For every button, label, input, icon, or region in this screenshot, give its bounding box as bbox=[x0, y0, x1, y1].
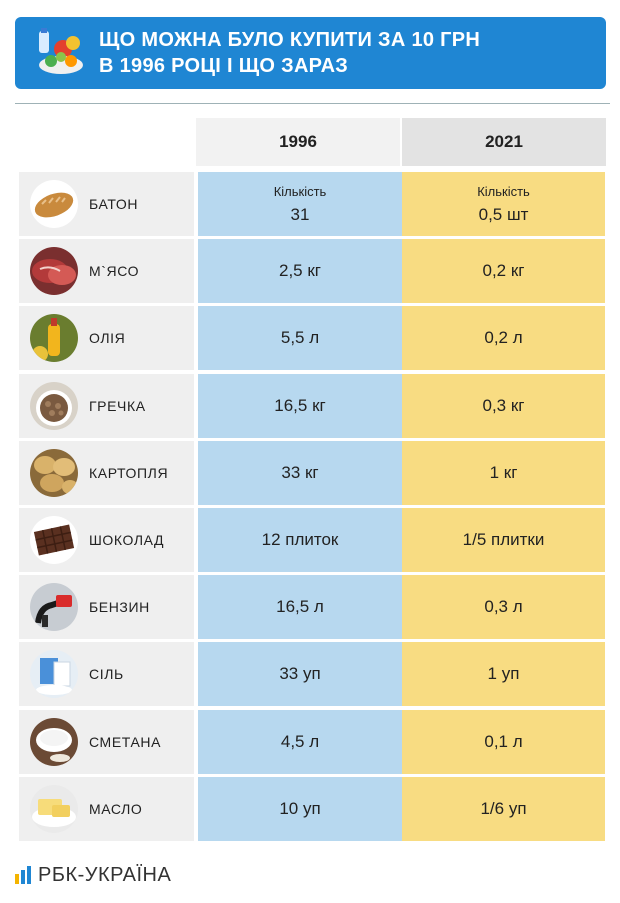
rbc-logo-icon bbox=[15, 866, 31, 884]
quantity-value: 5,5 л bbox=[280, 328, 320, 347]
value-cell-1996: Кількість 31 bbox=[198, 172, 402, 236]
product-cell: ОЛІЯ bbox=[19, 306, 194, 370]
divider bbox=[15, 103, 610, 104]
product-cell: СІЛЬ bbox=[19, 642, 194, 706]
title-line-1: ЩО МОЖНА БУЛО КУПИТИ ЗА 10 ГРН bbox=[99, 29, 481, 51]
product-name: КАРТОПЛЯ bbox=[89, 465, 169, 481]
table-row: ШОКОЛАД 12 плиток 1/5 плитки bbox=[0, 508, 620, 572]
quantity-label: Кількість bbox=[477, 183, 530, 199]
table-row: КАРТОПЛЯ 33 кг 1 кг bbox=[0, 441, 620, 505]
product-name: БАТОН bbox=[89, 196, 139, 212]
table-row: БЕНЗИН 16,5 л 0,3 л bbox=[0, 575, 620, 639]
meat-icon bbox=[30, 247, 78, 295]
table-row: МАСЛО 10 уп 1/6 уп bbox=[0, 777, 620, 841]
value-cell-2021: 1/6 уп bbox=[402, 777, 605, 841]
quantity-value: 12 плиток bbox=[261, 530, 339, 549]
quantity-value: 16,5 л bbox=[276, 597, 324, 616]
product-name: М`ЯСО bbox=[89, 263, 140, 279]
value-cell-2021: 0,2 кг bbox=[402, 239, 605, 303]
bread-icon bbox=[30, 180, 78, 228]
potato-icon bbox=[30, 449, 78, 497]
value-cell-2021: 1/5 плитки bbox=[402, 508, 605, 572]
table-row: СІЛЬ 33 уп 1 уп bbox=[0, 642, 620, 706]
product-name: СМЕТАНА bbox=[89, 734, 162, 750]
quantity-value: 10 уп bbox=[279, 799, 321, 818]
column-header-1996: 1996 bbox=[196, 118, 400, 166]
table-row: ОЛІЯ 5,5 л 0,2 л bbox=[0, 306, 620, 370]
product-cell: ШОКОЛАД bbox=[19, 508, 194, 572]
quantity-value: 1 уп bbox=[487, 664, 520, 683]
table-row: ГРЕЧКА 16,5 кг 0,3 кг bbox=[0, 374, 620, 438]
product-name: ШОКОЛАД bbox=[89, 532, 165, 548]
table-row: БАТОН Кількість 31 Кількість 0,5 шт bbox=[0, 172, 620, 236]
quantity-value: 0,3 кг bbox=[482, 396, 525, 415]
value-cell-1996: 10 уп bbox=[198, 777, 402, 841]
value-cell-2021: 1 уп bbox=[402, 642, 605, 706]
value-cell-1996: 16,5 кг bbox=[198, 374, 402, 438]
fuel-nozzle-icon bbox=[30, 583, 78, 631]
quantity-value: 2,5 кг bbox=[279, 261, 321, 280]
quantity-value: 1/6 уп bbox=[480, 799, 527, 818]
quantity-value: 0,1 л bbox=[484, 732, 523, 751]
product-name: ГРЕЧКА bbox=[89, 398, 146, 414]
value-cell-2021: 0,3 кг bbox=[402, 374, 605, 438]
logo-text: РБК-УКРАЇНА bbox=[38, 863, 172, 886]
title-banner: ЩО МОЖНА БУЛО КУПИТИ ЗА 10 ГРН В 1996 РО… bbox=[15, 17, 606, 89]
product-cell: КАРТОПЛЯ bbox=[19, 441, 194, 505]
value-cell-1996: 5,5 л bbox=[198, 306, 402, 370]
title-line-2: В 1996 РОЦІ І ЩО ЗАРАЗ bbox=[99, 55, 349, 77]
product-cell: СМЕТАНА bbox=[19, 710, 194, 774]
product-cell: ГРЕЧКА bbox=[19, 374, 194, 438]
value-cell-1996: 33 уп bbox=[198, 642, 402, 706]
quantity-value: 0,2 кг bbox=[482, 261, 525, 280]
quantity-value: 16,5 кг bbox=[274, 396, 326, 415]
rbc-logo: РБК-УКРАЇНА bbox=[15, 862, 171, 888]
quantity-label: Кількість bbox=[273, 183, 327, 199]
product-name: МАСЛО bbox=[89, 801, 143, 817]
salt-icon bbox=[30, 650, 78, 698]
product-cell: М`ЯСО bbox=[19, 239, 194, 303]
chocolate-icon bbox=[30, 516, 78, 564]
quantity-value: 31 bbox=[290, 204, 310, 224]
buckwheat-icon bbox=[30, 382, 78, 430]
table-row: СМЕТАНА 4,5 л 0,1 л bbox=[0, 710, 620, 774]
value-cell-1996: 16,5 л bbox=[198, 575, 402, 639]
value-cell-1996: 12 плиток bbox=[198, 508, 402, 572]
quantity-value: 33 уп bbox=[279, 664, 321, 683]
product-cell: БАТОН bbox=[19, 172, 194, 236]
sour-cream-icon bbox=[30, 718, 78, 766]
product-name: БЕНЗИН bbox=[89, 599, 150, 615]
quantity-value: 0,5 шт bbox=[478, 204, 529, 224]
quantity-value: 33 кг bbox=[281, 463, 319, 482]
product-name: СІЛЬ bbox=[89, 666, 124, 682]
value-cell-1996: 4,5 л bbox=[198, 710, 402, 774]
oil-icon bbox=[30, 314, 78, 362]
page-title: ЩО МОЖНА БУЛО КУПИТИ ЗА 10 ГРН В 1996 РО… bbox=[99, 27, 589, 79]
butter-icon bbox=[30, 785, 78, 833]
quantity-value: 1 кг bbox=[489, 463, 518, 482]
product-cell: МАСЛО bbox=[19, 777, 194, 841]
value-cell-2021: Кількість 0,5 шт bbox=[402, 172, 605, 236]
quantity-value: 4,5 л bbox=[280, 732, 320, 751]
column-header-2021: 2021 bbox=[402, 118, 606, 166]
quantity-value: 1/5 плитки bbox=[462, 530, 545, 549]
groceries-icon bbox=[39, 28, 83, 74]
value-cell-1996: 2,5 кг bbox=[198, 239, 402, 303]
value-cell-2021: 1 кг bbox=[402, 441, 605, 505]
value-cell-2021: 0,2 л bbox=[402, 306, 605, 370]
value-cell-2021: 0,1 л bbox=[402, 710, 605, 774]
value-cell-2021: 0,3 л bbox=[402, 575, 605, 639]
product-name: ОЛІЯ bbox=[89, 330, 126, 346]
table-row: М`ЯСО 2,5 кг 0,2 кг bbox=[0, 239, 620, 303]
quantity-value: 0,2 л bbox=[484, 328, 523, 347]
quantity-value: 0,3 л bbox=[484, 597, 523, 616]
value-cell-1996: 33 кг bbox=[198, 441, 402, 505]
product-cell: БЕНЗИН bbox=[19, 575, 194, 639]
